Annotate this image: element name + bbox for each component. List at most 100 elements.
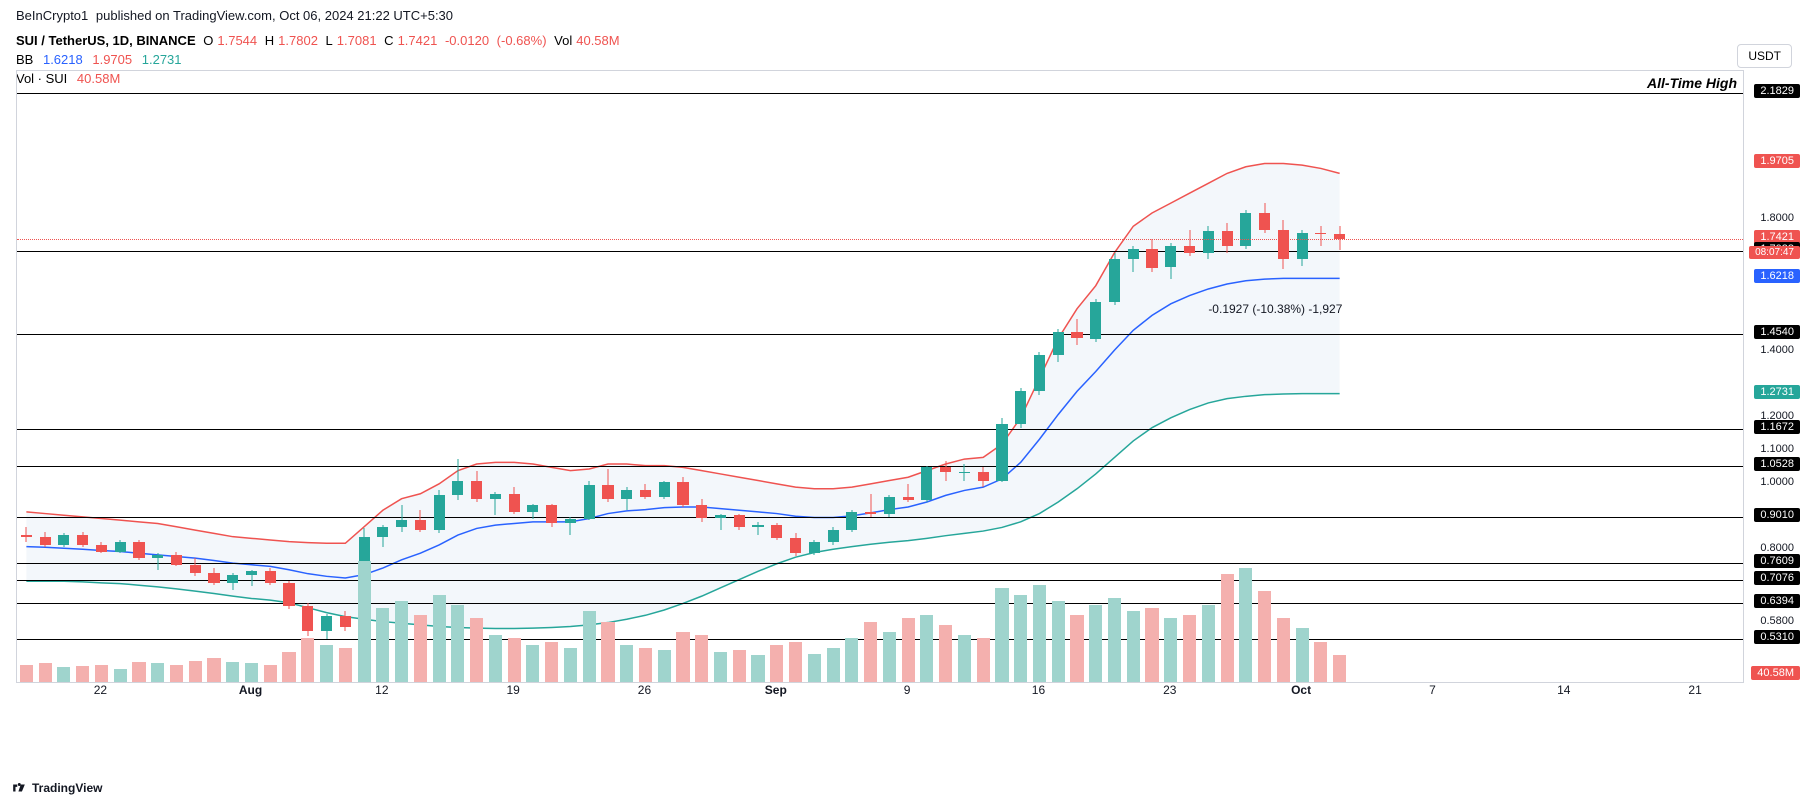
volume-bar [1221, 574, 1234, 682]
candle [920, 466, 933, 502]
volume-bar [751, 655, 764, 682]
volume-bar [1070, 615, 1083, 682]
volume-bar [151, 663, 164, 682]
candle [151, 553, 164, 570]
volume-bar [958, 635, 971, 682]
volume-bar [95, 665, 108, 682]
time-tick: Sep [765, 683, 787, 697]
candle [958, 464, 971, 481]
volume-bar [770, 645, 783, 682]
price-tick: 1.1000 [1754, 442, 1800, 456]
volume-bar [508, 638, 521, 682]
volume-bar [1127, 611, 1140, 682]
candle [601, 469, 614, 502]
volume-bar [995, 588, 1008, 682]
candle [995, 418, 1008, 482]
volume-bar [1145, 608, 1158, 682]
symbol-row: SUI / TetherUS, 1D, BINANCE O1.7544 H1.7… [0, 31, 1804, 50]
price-tick: 1.0000 [1754, 475, 1800, 489]
candle [977, 467, 990, 487]
candle [695, 499, 708, 522]
volume-bar [339, 648, 352, 682]
bb-legend: BB 1.6218 1.9705 1.2731 [0, 50, 1804, 69]
candle [470, 471, 483, 502]
volume-bar [808, 654, 821, 682]
candle [508, 487, 521, 513]
candle [1127, 246, 1140, 272]
volume-bar [226, 662, 239, 682]
volume-bar [789, 642, 802, 682]
candle [189, 558, 202, 576]
candle [1277, 220, 1290, 270]
candle [1014, 388, 1027, 428]
volume-bar [57, 667, 70, 682]
volume-bar [676, 632, 689, 682]
volume-bar [526, 645, 539, 682]
candle [1202, 226, 1215, 259]
volume-bar [451, 605, 464, 682]
candle [883, 495, 896, 516]
candle [451, 459, 464, 500]
volume-bar [245, 663, 258, 682]
candle [76, 532, 89, 547]
candle [770, 523, 783, 540]
price-marker: 2.1829 [1754, 84, 1800, 98]
time-tick: Aug [239, 683, 262, 697]
candle [1164, 243, 1177, 279]
ath-label: All-Time High [1647, 75, 1737, 91]
volume-bar [845, 638, 858, 682]
volume-bar [76, 666, 89, 682]
measure-label: -0.1927 (-10.38%) -1,927 [1208, 302, 1342, 316]
price-chart[interactable]: All-Time High -0.1927 (-10.38%) -1,927 [16, 70, 1744, 683]
tradingview-icon [12, 781, 26, 795]
candle [376, 525, 389, 546]
candle [1145, 239, 1158, 272]
volume-bar [939, 625, 952, 682]
candle [282, 581, 295, 609]
volume-bar [132, 662, 145, 682]
quote-currency-badge[interactable]: USDT [1737, 44, 1792, 68]
candle [395, 505, 408, 531]
candle [320, 614, 333, 639]
volume-bar [470, 618, 483, 682]
price-tick: 0.8000 [1754, 541, 1800, 555]
candle [264, 568, 277, 585]
price-marker: 1.2731 [1754, 385, 1800, 399]
candle [864, 494, 877, 517]
candle [245, 570, 258, 587]
volume-bar [1314, 642, 1327, 682]
candle [1314, 226, 1327, 246]
time-tick: 14 [1557, 683, 1570, 697]
candle [339, 611, 352, 631]
price-axis: 1.80001.40001.20001.10001.00000.80000.58… [1744, 70, 1804, 683]
volume-bar [20, 665, 33, 682]
candle [583, 481, 596, 521]
volume-bar [114, 669, 127, 682]
price-marker: 1.4540 [1754, 325, 1800, 339]
time-tick: 7 [1429, 683, 1436, 697]
volume-bar [714, 652, 727, 682]
volume-bar [902, 618, 915, 682]
candle [733, 514, 746, 531]
time-tick: 19 [506, 683, 519, 697]
price-marker: 0.5310 [1754, 630, 1800, 644]
volume-bar [39, 663, 52, 682]
candle [714, 514, 727, 531]
time-axis: 22Aug121926Sep91623Oct71421 [16, 683, 1744, 703]
price-marker: 0.6394 [1754, 594, 1800, 608]
volume-bar [1164, 618, 1177, 682]
volume-bar [433, 595, 446, 682]
tradingview-footer: TradingView [12, 781, 102, 795]
volume-bar [414, 615, 427, 682]
volume-bar [170, 665, 183, 682]
candle [1089, 299, 1102, 342]
candle [301, 603, 314, 636]
volume-bar [1183, 615, 1196, 682]
candle [226, 573, 239, 590]
time-tick: 22 [94, 683, 107, 697]
candle [620, 487, 633, 510]
volume-bar [301, 638, 314, 682]
candle [132, 540, 145, 560]
candle [207, 568, 220, 585]
candle [789, 533, 802, 556]
